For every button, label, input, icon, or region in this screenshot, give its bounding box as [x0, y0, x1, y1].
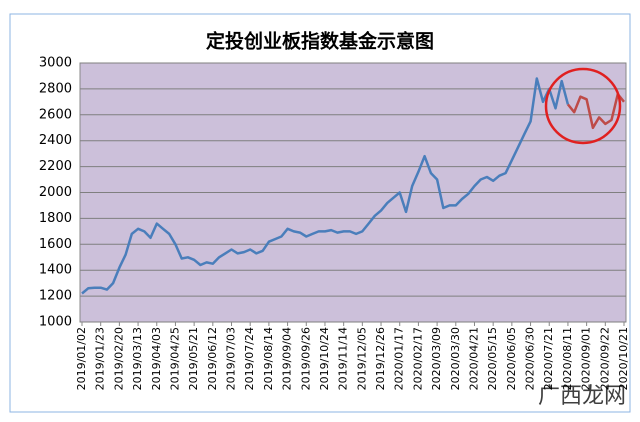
y-tick-label: 2600: [39, 107, 72, 122]
y-tick-label: 3000: [39, 56, 72, 71]
x-tick-label: 2019/12/05: [355, 327, 368, 390]
x-tick-label: 2020/01/17: [393, 327, 406, 390]
x-tick-label: 2019/08/14: [262, 327, 275, 390]
x-tick-label: 2020/03/30: [449, 327, 462, 390]
x-tick-label: 2020/09/22: [598, 327, 611, 390]
x-tick-label: 2019/02/20: [112, 327, 125, 390]
x-tick-label: 2019/07/24: [243, 327, 256, 390]
x-tick-label: 2020/08/11: [561, 327, 574, 390]
x-tick-label: 2019/01/02: [75, 327, 88, 390]
x-tick-label: 2019/04/25: [168, 327, 181, 390]
y-tick-label: 2000: [39, 185, 72, 200]
x-tick-label: 2020/06/05: [505, 327, 518, 390]
series-line: [566, 92, 625, 130]
x-tick-label: 2020/09/01: [580, 327, 593, 390]
watermark: 广西龙网: [538, 384, 626, 409]
x-tick-label: 2019/04/03: [150, 327, 163, 390]
x-tick-label: 2020/10/21: [617, 327, 630, 390]
y-tick-label: 1800: [39, 211, 72, 226]
x-tick-label: 2019/07/03: [225, 327, 238, 390]
y-tick-label: 1000: [39, 315, 72, 330]
x-tick-label: 2019/03/13: [131, 327, 144, 390]
plot: 1000 1200 1400 1600 1800 2000 2200 2400 2600 2800…: [39, 56, 630, 391]
y-tick-label: 1400: [39, 263, 72, 278]
y-tick-label: 2200: [39, 159, 72, 174]
x-tick-label: 2019/12/26: [374, 327, 387, 390]
x-tick-label: 2019/09/26: [299, 327, 312, 390]
x-tick-label: 2019/06/12: [206, 327, 219, 390]
x-tick-label: 2019/11/14: [337, 327, 350, 390]
x-tick-label: 2020/03/09: [430, 327, 443, 390]
y-tick-label: 1200: [39, 289, 72, 304]
x-tick-label: 2020/05/15: [486, 327, 499, 390]
x-tick-label: 2020/02/17: [411, 327, 424, 390]
y-tick-label: 1600: [39, 237, 72, 252]
x-tick-label: 2019/01/23: [94, 327, 107, 390]
x-tick-label: 2019/09/04: [281, 327, 294, 390]
x-tick-label: 2020/07/21: [542, 327, 555, 390]
x-tick-label: 2020/04/21: [467, 327, 480, 390]
y-tick-label: 2400: [39, 133, 72, 148]
series-line: [81, 77, 570, 295]
chart-title: 定投创业板指数基金示意图: [206, 30, 434, 53]
highlight-circle: [544, 67, 622, 145]
x-tick-label: 2020/06/30: [524, 327, 537, 390]
y-tick-label: 2800: [39, 81, 72, 96]
x-tick-label: 2019/05/21: [187, 327, 200, 390]
x-tick-label: 2019/10/24: [318, 327, 331, 390]
